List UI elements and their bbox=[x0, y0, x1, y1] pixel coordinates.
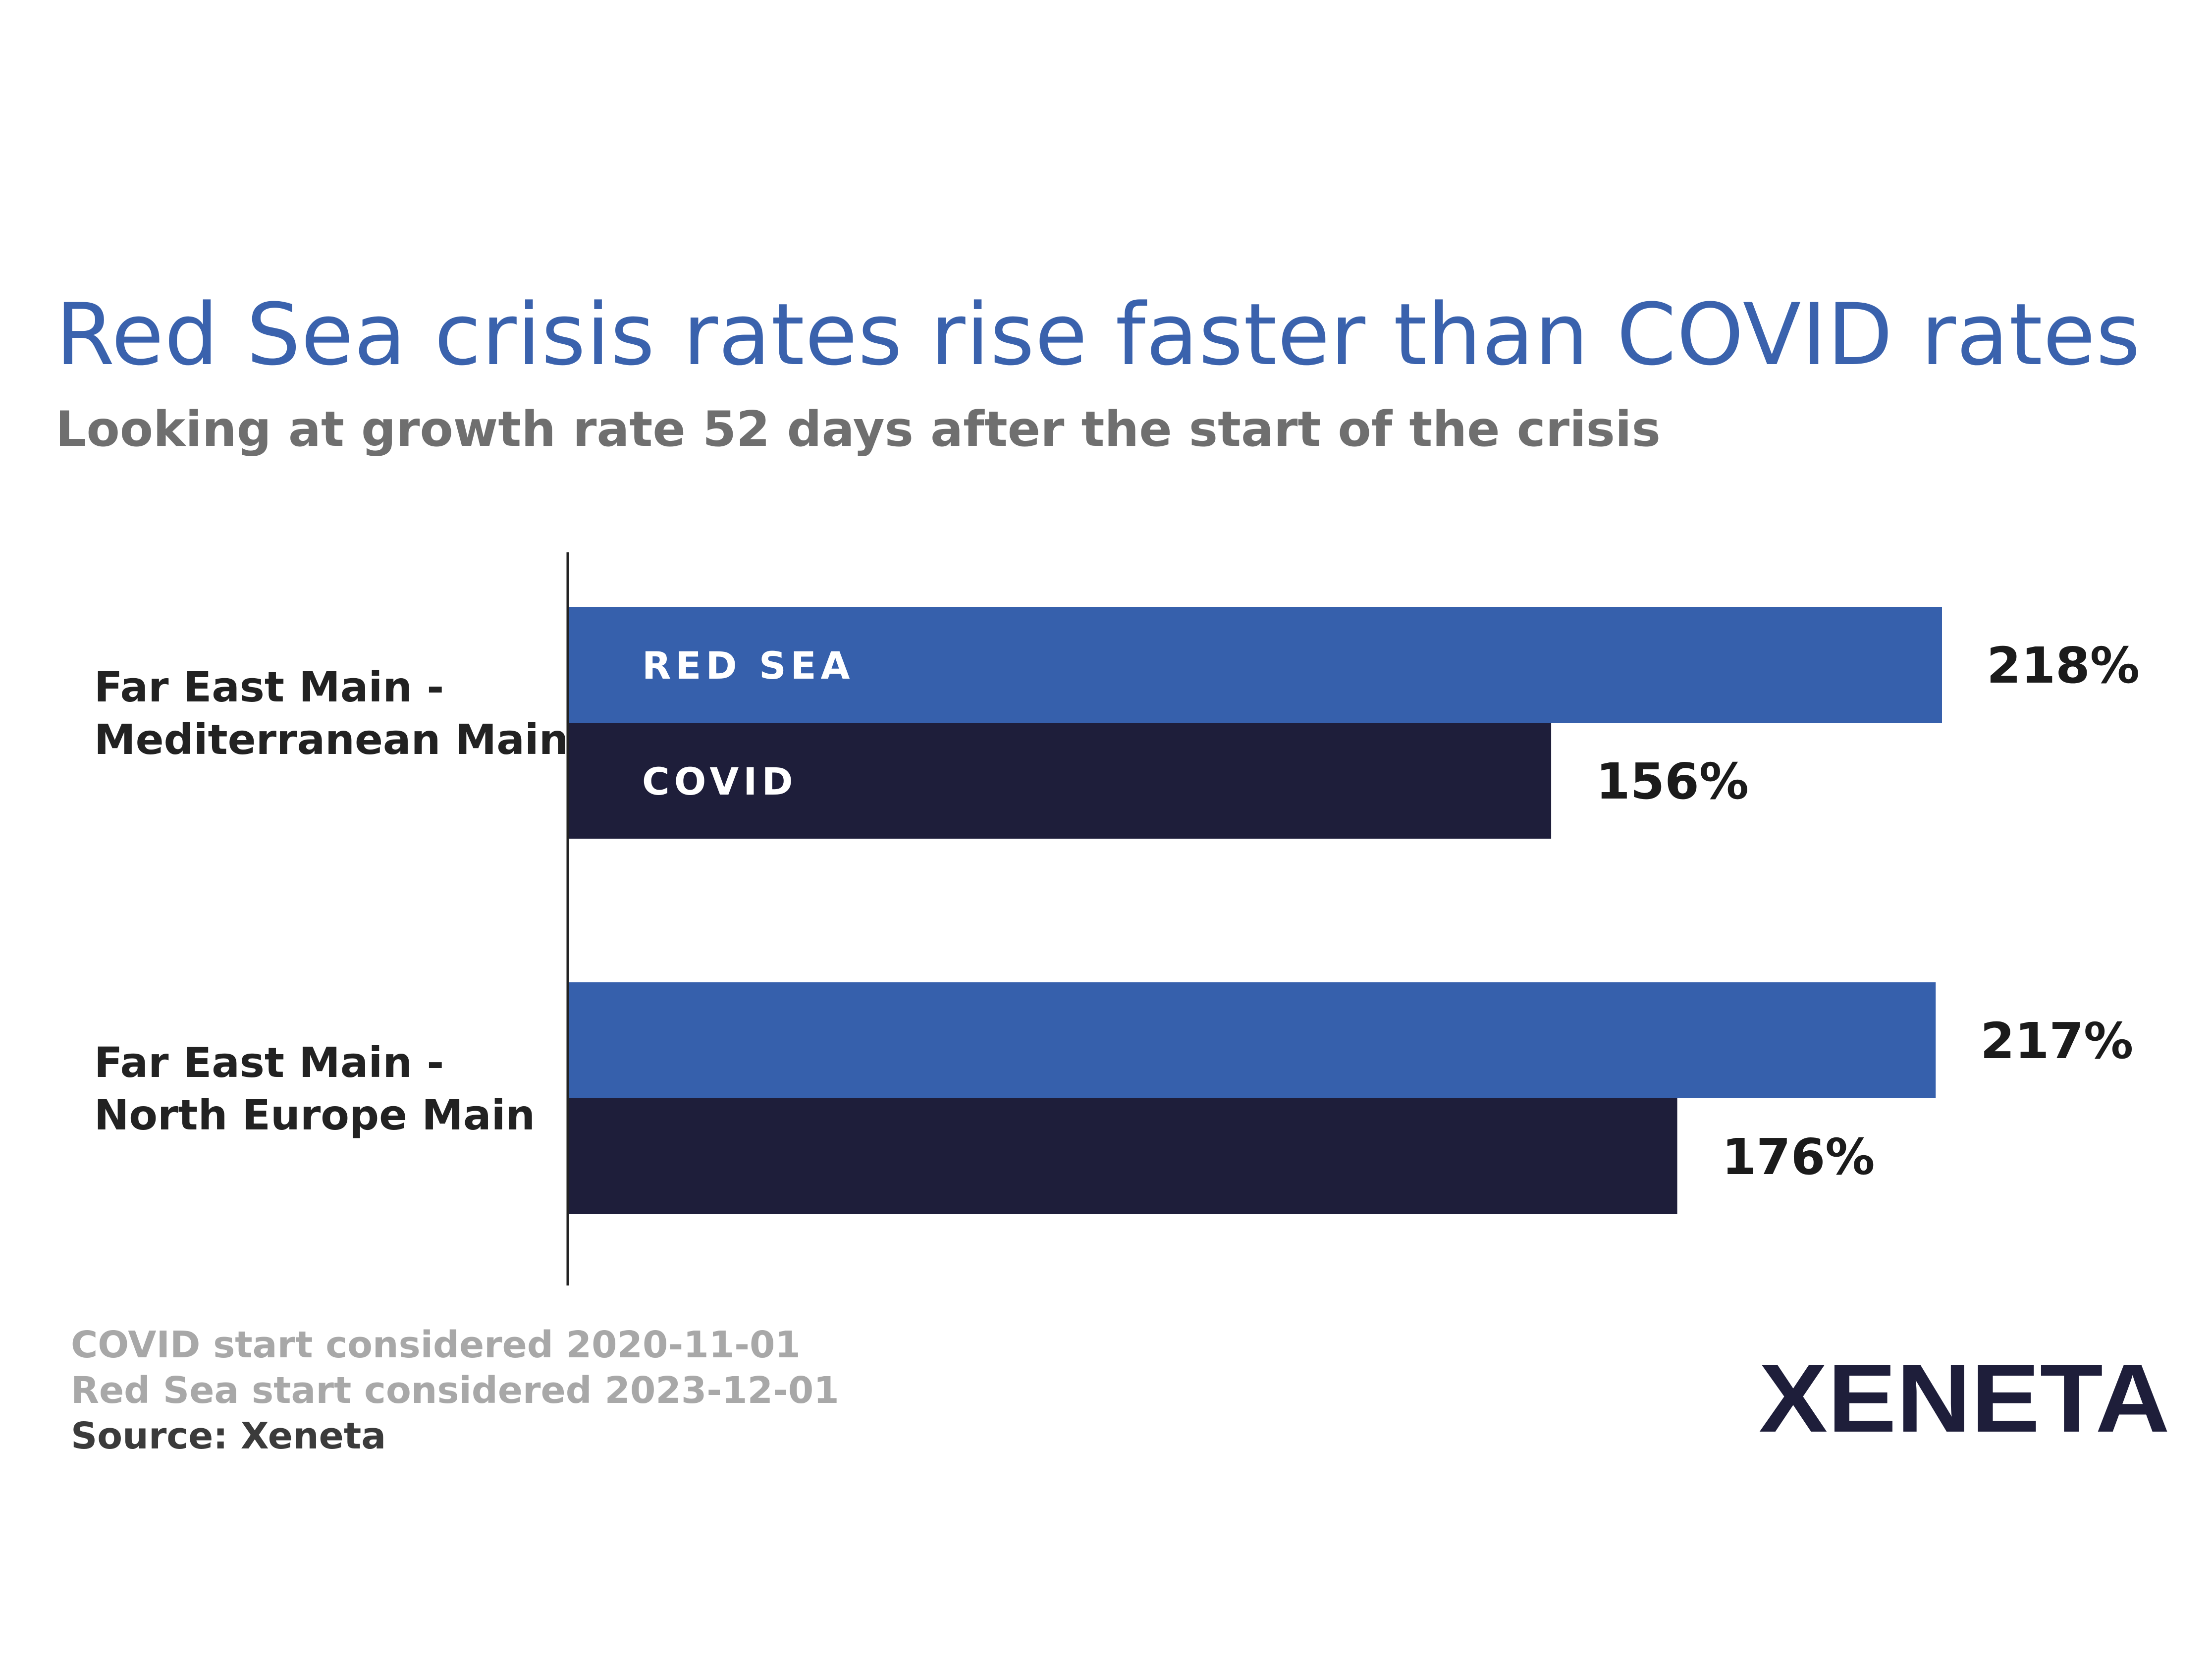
category-label-2-line-2: North Europe Main bbox=[94, 1091, 535, 1139]
category-label-1-line-1: Far East Main - bbox=[94, 663, 444, 711]
category-label-2-line-1: Far East Main - bbox=[94, 1038, 444, 1087]
chart-subtitle: Looking at growth rate 52 days after the… bbox=[55, 401, 1661, 458]
data-label-covid-1: 156% bbox=[1596, 752, 1749, 810]
svg-text:XENETA: XENETA bbox=[1759, 1347, 2170, 1446]
legend-label-red-sea: RED SEA bbox=[642, 643, 854, 688]
footnote-covid-start: COVID start considered 2020-11-01 bbox=[71, 1324, 801, 1366]
bar-red-sea-2 bbox=[568, 982, 1936, 1098]
footnote-redsea-start: Red Sea start considered 2023-12-01 bbox=[71, 1369, 839, 1412]
bar-red-sea-1 bbox=[568, 607, 1942, 723]
bar-covid-1 bbox=[568, 723, 1552, 839]
data-label-red-sea-2: 217% bbox=[1980, 1012, 2133, 1070]
data-label-red-sea-1: 218% bbox=[1987, 637, 2140, 695]
xeneta-logo: XENETA bbox=[1759, 1347, 2170, 1446]
footnote-source: Source: Xeneta bbox=[71, 1415, 386, 1457]
data-label-covid-2: 176% bbox=[1722, 1128, 1875, 1186]
bar-covid-2 bbox=[568, 1098, 1677, 1214]
category-label-1-line-2: Mediterranean Main bbox=[94, 715, 569, 764]
chart-title: Red Sea crisis rates rise faster than CO… bbox=[55, 285, 2141, 384]
legend-label-covid: COVID bbox=[642, 759, 798, 803]
